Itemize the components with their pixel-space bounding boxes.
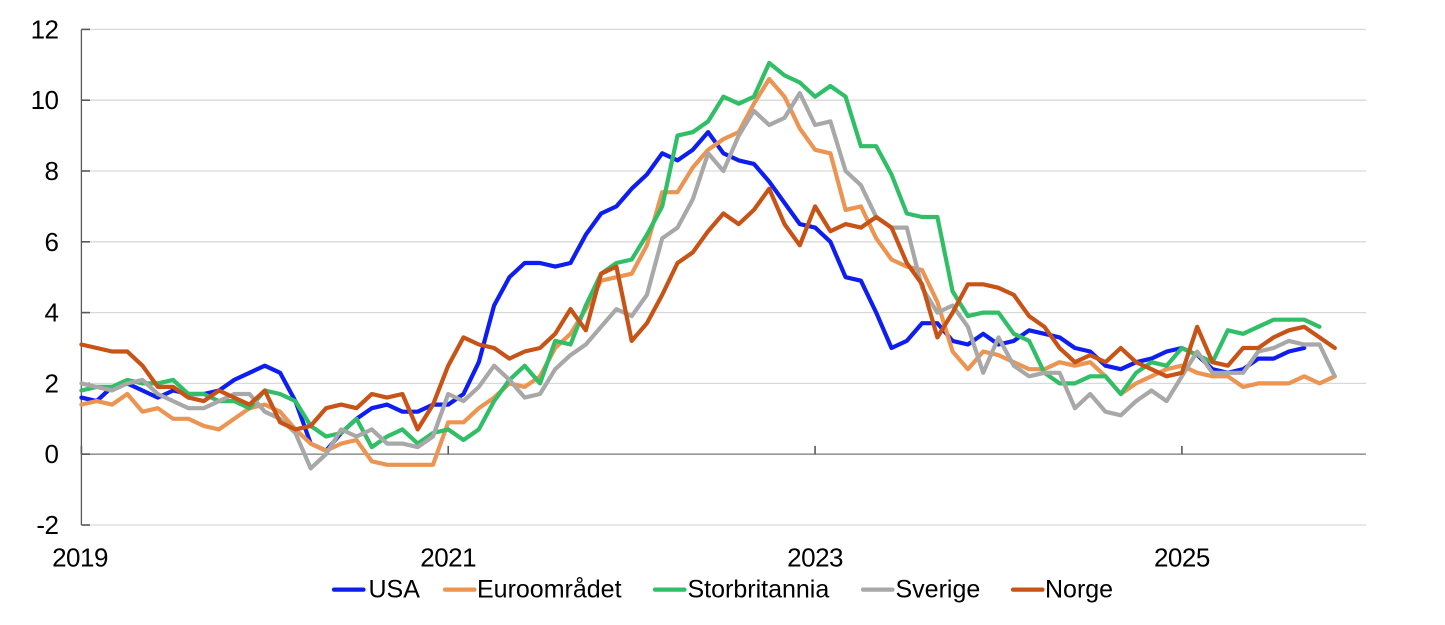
svg-text:2: 2 — [45, 368, 59, 398]
svg-text:0: 0 — [45, 439, 59, 469]
svg-text:2019: 2019 — [52, 543, 108, 573]
svg-text:6: 6 — [45, 227, 59, 257]
svg-text:12: 12 — [31, 14, 59, 44]
svg-text:2021: 2021 — [420, 543, 476, 573]
svg-text:2023: 2023 — [787, 543, 843, 573]
svg-text:2025: 2025 — [1154, 543, 1210, 573]
svg-text:USA: USA — [369, 576, 421, 604]
svg-text:Sverige: Sverige — [896, 576, 981, 604]
svg-text:-2: -2 — [36, 510, 58, 540]
svg-text:8: 8 — [45, 156, 59, 186]
svg-text:Euroområdet: Euroområdet — [477, 576, 622, 604]
svg-text:10: 10 — [31, 85, 59, 115]
svg-text:Norge: Norge — [1045, 576, 1113, 604]
svg-text:4: 4 — [45, 298, 59, 328]
svg-text:Storbritannia: Storbritannia — [688, 576, 830, 604]
